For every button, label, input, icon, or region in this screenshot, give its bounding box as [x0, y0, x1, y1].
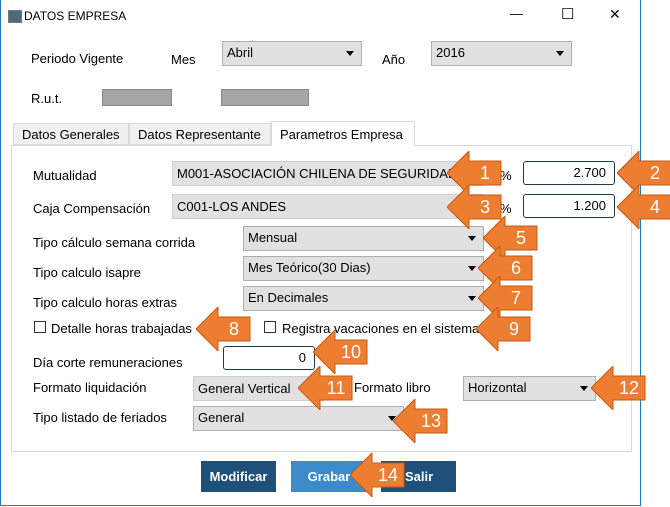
mes-value: Abril	[227, 45, 254, 60]
detalle-label: Detalle horas trabajadas	[51, 321, 192, 336]
horas-value: En Decimales	[248, 290, 329, 305]
callout-number: 12	[618, 378, 640, 398]
app-icon	[8, 10, 22, 23]
semana-value: Mensual	[248, 230, 298, 245]
dia-corte-label: Día corte remuneraciones	[33, 355, 183, 370]
callout-number: 5	[515, 228, 526, 248]
callout-arrow: 8	[195, 305, 252, 353]
rut-dv-field[interactable]	[221, 89, 309, 106]
callout-number: 10	[340, 342, 362, 362]
isapre-value: Mes Teórico(30 Dias)	[248, 260, 371, 275]
mutualidad-label: Mutualidad	[33, 168, 97, 183]
tab-datos-representante[interactable]: Datos Representante	[129, 123, 271, 145]
callout-number: 6	[510, 258, 521, 278]
callout-number: 13	[420, 411, 442, 431]
arrow-left-icon	[312, 328, 368, 376]
callout-number: 8	[228, 319, 239, 339]
tab-parametros-empresa[interactable]: Parametros Empresa	[271, 121, 415, 146]
callout-arrow: 10	[312, 328, 369, 376]
close-button[interactable]: ✕	[609, 6, 621, 22]
vacaciones-label: Registra vacaciones en el sistema	[282, 321, 480, 336]
anio-value: 2016	[436, 45, 465, 60]
callout-arrow: 11	[297, 364, 354, 412]
callout-number: 11	[326, 378, 346, 398]
mes-select[interactable]: Abril	[222, 41, 362, 66]
feriados-select[interactable]: General	[193, 406, 404, 431]
chevron-down-icon	[388, 416, 396, 421]
caja-label: Caja Compensación	[33, 201, 151, 216]
semana-label: Tipo cálculo semana corrida	[33, 235, 196, 250]
chevron-down-icon	[580, 386, 588, 391]
mutualidad-pct-input[interactable]: 2.700	[523, 161, 615, 185]
tab-datos-generales[interactable]: Datos Generales	[13, 123, 129, 145]
semana-select[interactable]: Mensual	[243, 226, 484, 251]
rut-label: R.u.t.	[31, 91, 63, 106]
arrow-left-icon	[475, 305, 531, 353]
dia-corte-input[interactable]: 0	[223, 346, 315, 370]
arrow-left-icon	[297, 364, 353, 412]
modificar-button[interactable]: Modificar	[201, 461, 276, 492]
chevron-down-icon	[468, 296, 476, 301]
mutualidad-pct-symbol: %	[500, 168, 512, 183]
window-title: DATOS EMPRESA	[24, 9, 127, 23]
mutualidad-field[interactable]: M001-ASOCIACIÓN CHILENA DE SEGURIDAD	[172, 161, 483, 186]
callout-number: 2	[649, 163, 660, 183]
formato-liq-label: Formato liquidación	[33, 380, 147, 395]
feriados-value: General	[198, 410, 245, 425]
caja-pct-input[interactable]: 1.200	[523, 194, 615, 218]
callout-number: 9	[508, 319, 519, 339]
caja-pct-symbol: %	[500, 201, 512, 216]
caja-field[interactable]: C001-LOS ANDES	[172, 194, 483, 219]
anio-label: Año	[382, 52, 406, 67]
periodo-label: Periodo Vigente	[31, 51, 124, 66]
callout-number: 7	[510, 288, 521, 308]
feriados-label: Tipo listado de feriados	[33, 410, 167, 425]
callout-number: 3	[479, 197, 490, 217]
detalle-checkbox[interactable]	[34, 321, 46, 333]
callout-number: 4	[649, 197, 660, 217]
callout-arrow: 9	[475, 305, 532, 353]
callout-arrow: 13	[392, 397, 449, 445]
rut-field[interactable]	[102, 89, 172, 106]
arrow-left-icon	[446, 183, 502, 231]
isapre-label: Tipo calculo isapre	[33, 265, 141, 280]
minimize-button[interactable]: —	[510, 6, 523, 21]
chevron-down-icon	[346, 51, 354, 56]
maximize-button[interactable]: ☐	[561, 6, 575, 23]
chevron-down-icon	[468, 236, 476, 241]
arrow-left-icon	[590, 364, 646, 412]
callout-arrow: 12	[590, 364, 647, 412]
chevron-down-icon	[556, 51, 564, 56]
arrow-left-icon	[195, 305, 251, 353]
mes-label: Mes	[171, 52, 196, 67]
callout-arrow: 14	[349, 451, 406, 499]
formato-libro-label: Formato libro	[354, 380, 431, 395]
arrow-left-icon	[616, 183, 670, 231]
anio-select[interactable]: 2016	[431, 41, 572, 66]
callout-number: 14	[377, 465, 399, 485]
formato-libro-select[interactable]: Horizontal	[463, 376, 596, 401]
chevron-down-icon	[468, 266, 476, 271]
arrow-left-icon	[392, 397, 448, 445]
isapre-select[interactable]: Mes Teórico(30 Dias)	[243, 256, 484, 281]
vacaciones-checkbox[interactable]	[264, 321, 276, 333]
callout-arrow: 4	[616, 183, 670, 231]
callout-arrow: 3	[446, 183, 503, 231]
arrow-left-icon	[349, 451, 405, 499]
horas-label: Tipo calculo horas extras	[33, 295, 178, 310]
horas-select[interactable]: En Decimales	[243, 286, 484, 311]
callout-number: 1	[479, 163, 490, 183]
formato-libro-value: Horizontal	[468, 380, 527, 395]
